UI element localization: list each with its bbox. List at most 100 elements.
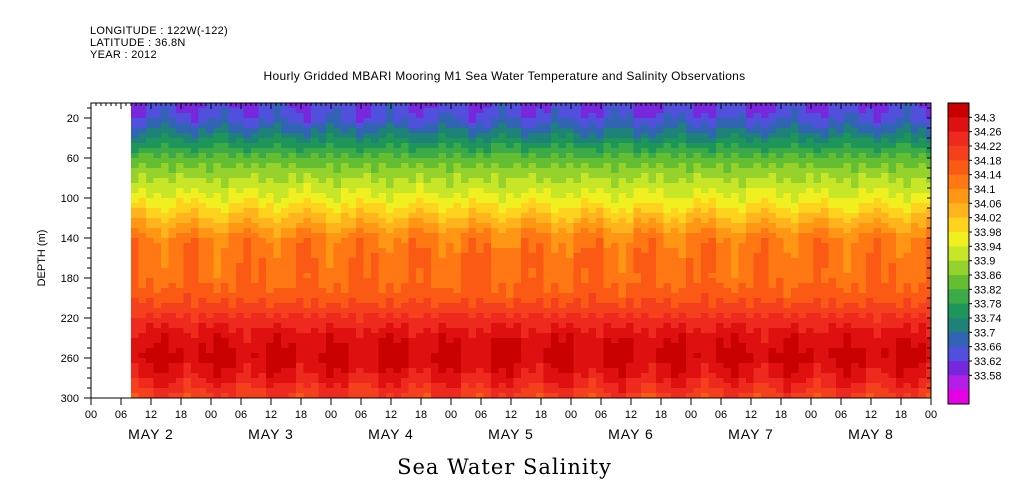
heatmap-cell (483, 308, 492, 314)
heatmap-cell (333, 138, 342, 144)
heatmap-cell (491, 198, 500, 204)
heatmap-cell (341, 108, 350, 114)
heatmap-cell (228, 128, 237, 134)
heatmap-cell (678, 353, 687, 359)
heatmap-cell (753, 123, 762, 129)
heatmap-cell (513, 263, 522, 269)
heatmap-cell (333, 133, 342, 139)
heatmap-cell (198, 343, 207, 349)
heatmap-cell (138, 298, 147, 304)
heatmap-cell (453, 228, 462, 234)
heatmap-cell (536, 178, 545, 184)
heatmap-cell (603, 188, 612, 194)
heatmap-cell (663, 393, 672, 398)
heatmap-cell (468, 228, 477, 234)
heatmap-cell (603, 213, 612, 219)
heatmap-cell (341, 123, 350, 129)
heatmap-cell (588, 123, 597, 129)
heatmap-cell (731, 123, 740, 129)
heatmap-cell (243, 208, 252, 214)
heatmap-cell (731, 113, 740, 119)
heatmap-cell (611, 208, 620, 214)
heatmap-cell (183, 263, 192, 269)
heatmap-cell (611, 148, 620, 154)
heatmap-cell (288, 203, 297, 209)
heatmap-cell (393, 133, 402, 139)
heatmap-cell (528, 113, 537, 119)
heatmap-cell (536, 258, 545, 264)
heatmap-cell (266, 303, 275, 309)
heatmap-cell (656, 308, 665, 314)
heatmap-cell (131, 268, 140, 274)
heatmap-cell (536, 223, 545, 229)
heatmap-cell (626, 138, 635, 144)
heatmap-cell (738, 383, 747, 389)
heatmap-cell (596, 103, 605, 109)
heatmap-cell (251, 248, 260, 254)
heatmap-cell (588, 233, 597, 239)
heatmap-cell (438, 203, 447, 209)
heatmap-cell (296, 363, 305, 369)
heatmap-cell (333, 268, 342, 274)
heatmap-cell (686, 288, 695, 294)
heatmap-cell (198, 143, 207, 149)
heatmap-cell (723, 148, 732, 154)
heatmap-cell (746, 343, 755, 349)
heatmap-cell (258, 313, 267, 319)
heatmap-cell (386, 153, 395, 159)
heatmap-cell (746, 108, 755, 114)
heatmap-cell (723, 338, 732, 344)
heatmap-cell (671, 203, 680, 209)
heatmap-cell (131, 298, 140, 304)
heatmap-cell (536, 293, 545, 299)
heatmap-cell (476, 218, 485, 224)
heatmap-cell (521, 373, 530, 379)
heatmap-cell (371, 343, 380, 349)
heatmap-cell (153, 263, 162, 269)
heatmap-cell (176, 203, 185, 209)
heatmap-cell (401, 373, 410, 379)
heatmap-cell (243, 233, 252, 239)
heatmap-cell (648, 278, 657, 284)
heatmap-cell (708, 358, 717, 364)
heatmap-cell (363, 338, 372, 344)
heatmap-cell (423, 113, 432, 119)
heatmap-cell (468, 138, 477, 144)
heatmap-cell (476, 393, 485, 398)
heatmap-cell (356, 328, 365, 334)
heatmap-cell (326, 318, 335, 324)
heatmap-cell (701, 378, 710, 384)
heatmap-cell (686, 163, 695, 169)
heatmap-cell (543, 233, 552, 239)
heatmap-cell (251, 348, 260, 354)
heatmap-cell (693, 173, 702, 179)
heatmap-cell (198, 353, 207, 359)
heatmap-cell (408, 313, 417, 319)
heatmap-cell (656, 188, 665, 194)
heatmap-cell (131, 373, 140, 379)
heatmap-cell (311, 343, 320, 349)
heatmap-cell (476, 343, 485, 349)
heatmap-cell (386, 138, 395, 144)
heatmap-cell (686, 318, 695, 324)
heatmap-cell (543, 198, 552, 204)
heatmap-cell (716, 273, 725, 279)
heatmap-cell (483, 113, 492, 119)
heatmap-cell (296, 123, 305, 129)
heatmap-cell (356, 253, 365, 259)
heatmap-cell (551, 343, 560, 349)
heatmap-cell (453, 288, 462, 294)
heatmap-cell (453, 308, 462, 314)
heatmap-cell (213, 363, 222, 369)
heatmap-cell (378, 318, 387, 324)
heatmap-cell (678, 248, 687, 254)
heatmap-cell (146, 393, 155, 398)
heatmap-cell (303, 363, 312, 369)
heatmap-cell (566, 288, 575, 294)
heatmap-cell (183, 363, 192, 369)
heatmap-cell (416, 108, 425, 114)
heatmap-cell (678, 238, 687, 244)
heatmap-cell (513, 113, 522, 119)
heatmap-cell (476, 268, 485, 274)
heatmap-cell (161, 273, 170, 279)
